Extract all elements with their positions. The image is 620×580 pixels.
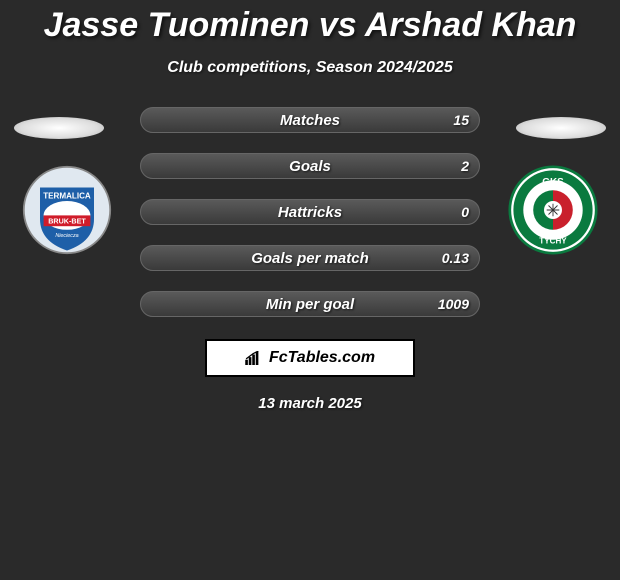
stat-right-value: 0 — [461, 204, 469, 220]
right-club-platform — [516, 117, 606, 139]
svg-text:TYCHY: TYCHY — [539, 236, 567, 245]
stat-right-value: 0.13 — [442, 250, 469, 266]
svg-text:GKS: GKS — [542, 177, 564, 188]
chart-icon — [245, 351, 263, 365]
right-club-badge: GKS TYCHY — [508, 165, 598, 255]
svg-text:Nieciecza: Nieciecza — [55, 233, 78, 239]
stat-right-value: 15 — [453, 112, 469, 128]
page-title: Jasse Tuominen vs Arshad Khan — [0, 0, 620, 45]
brand-text: FcTables.com — [269, 349, 375, 367]
shield-icon: TERMALICA BRUK-BET Nieciecza — [22, 165, 112, 255]
stat-rows: Matches 15 Goals 2 Hattricks 0 Goals per… — [140, 107, 480, 317]
stat-label: Matches — [280, 112, 340, 129]
stat-row-min-per-goal: Min per goal 1009 — [140, 291, 480, 317]
stat-label: Goals — [289, 158, 331, 175]
stat-right-value: 1009 — [438, 296, 469, 312]
stat-row-matches: Matches 15 — [140, 107, 480, 133]
stat-label: Hattricks — [278, 204, 342, 221]
stat-row-goals-per-match: Goals per match 0.13 — [140, 245, 480, 271]
svg-text:TERMALICA: TERMALICA — [43, 191, 91, 200]
stat-label: Goals per match — [251, 250, 369, 267]
stat-row-hattricks: Hattricks 0 — [140, 199, 480, 225]
stat-label: Min per goal — [266, 296, 354, 313]
brand-link[interactable]: FcTables.com — [205, 339, 415, 377]
svg-text:BRUK-BET: BRUK-BET — [48, 217, 86, 226]
left-club-platform — [14, 117, 104, 139]
subtitle: Club competitions, Season 2024/2025 — [0, 59, 620, 77]
date-text: 13 march 2025 — [0, 395, 620, 412]
shield-icon: GKS TYCHY — [508, 165, 598, 255]
left-club-badge: TERMALICA BRUK-BET Nieciecza — [22, 165, 112, 255]
stat-row-goals: Goals 2 — [140, 153, 480, 179]
stat-right-value: 2 — [461, 158, 469, 174]
comparison-panel: TERMALICA BRUK-BET Nieciecza GKS TYCHY M… — [0, 107, 620, 412]
